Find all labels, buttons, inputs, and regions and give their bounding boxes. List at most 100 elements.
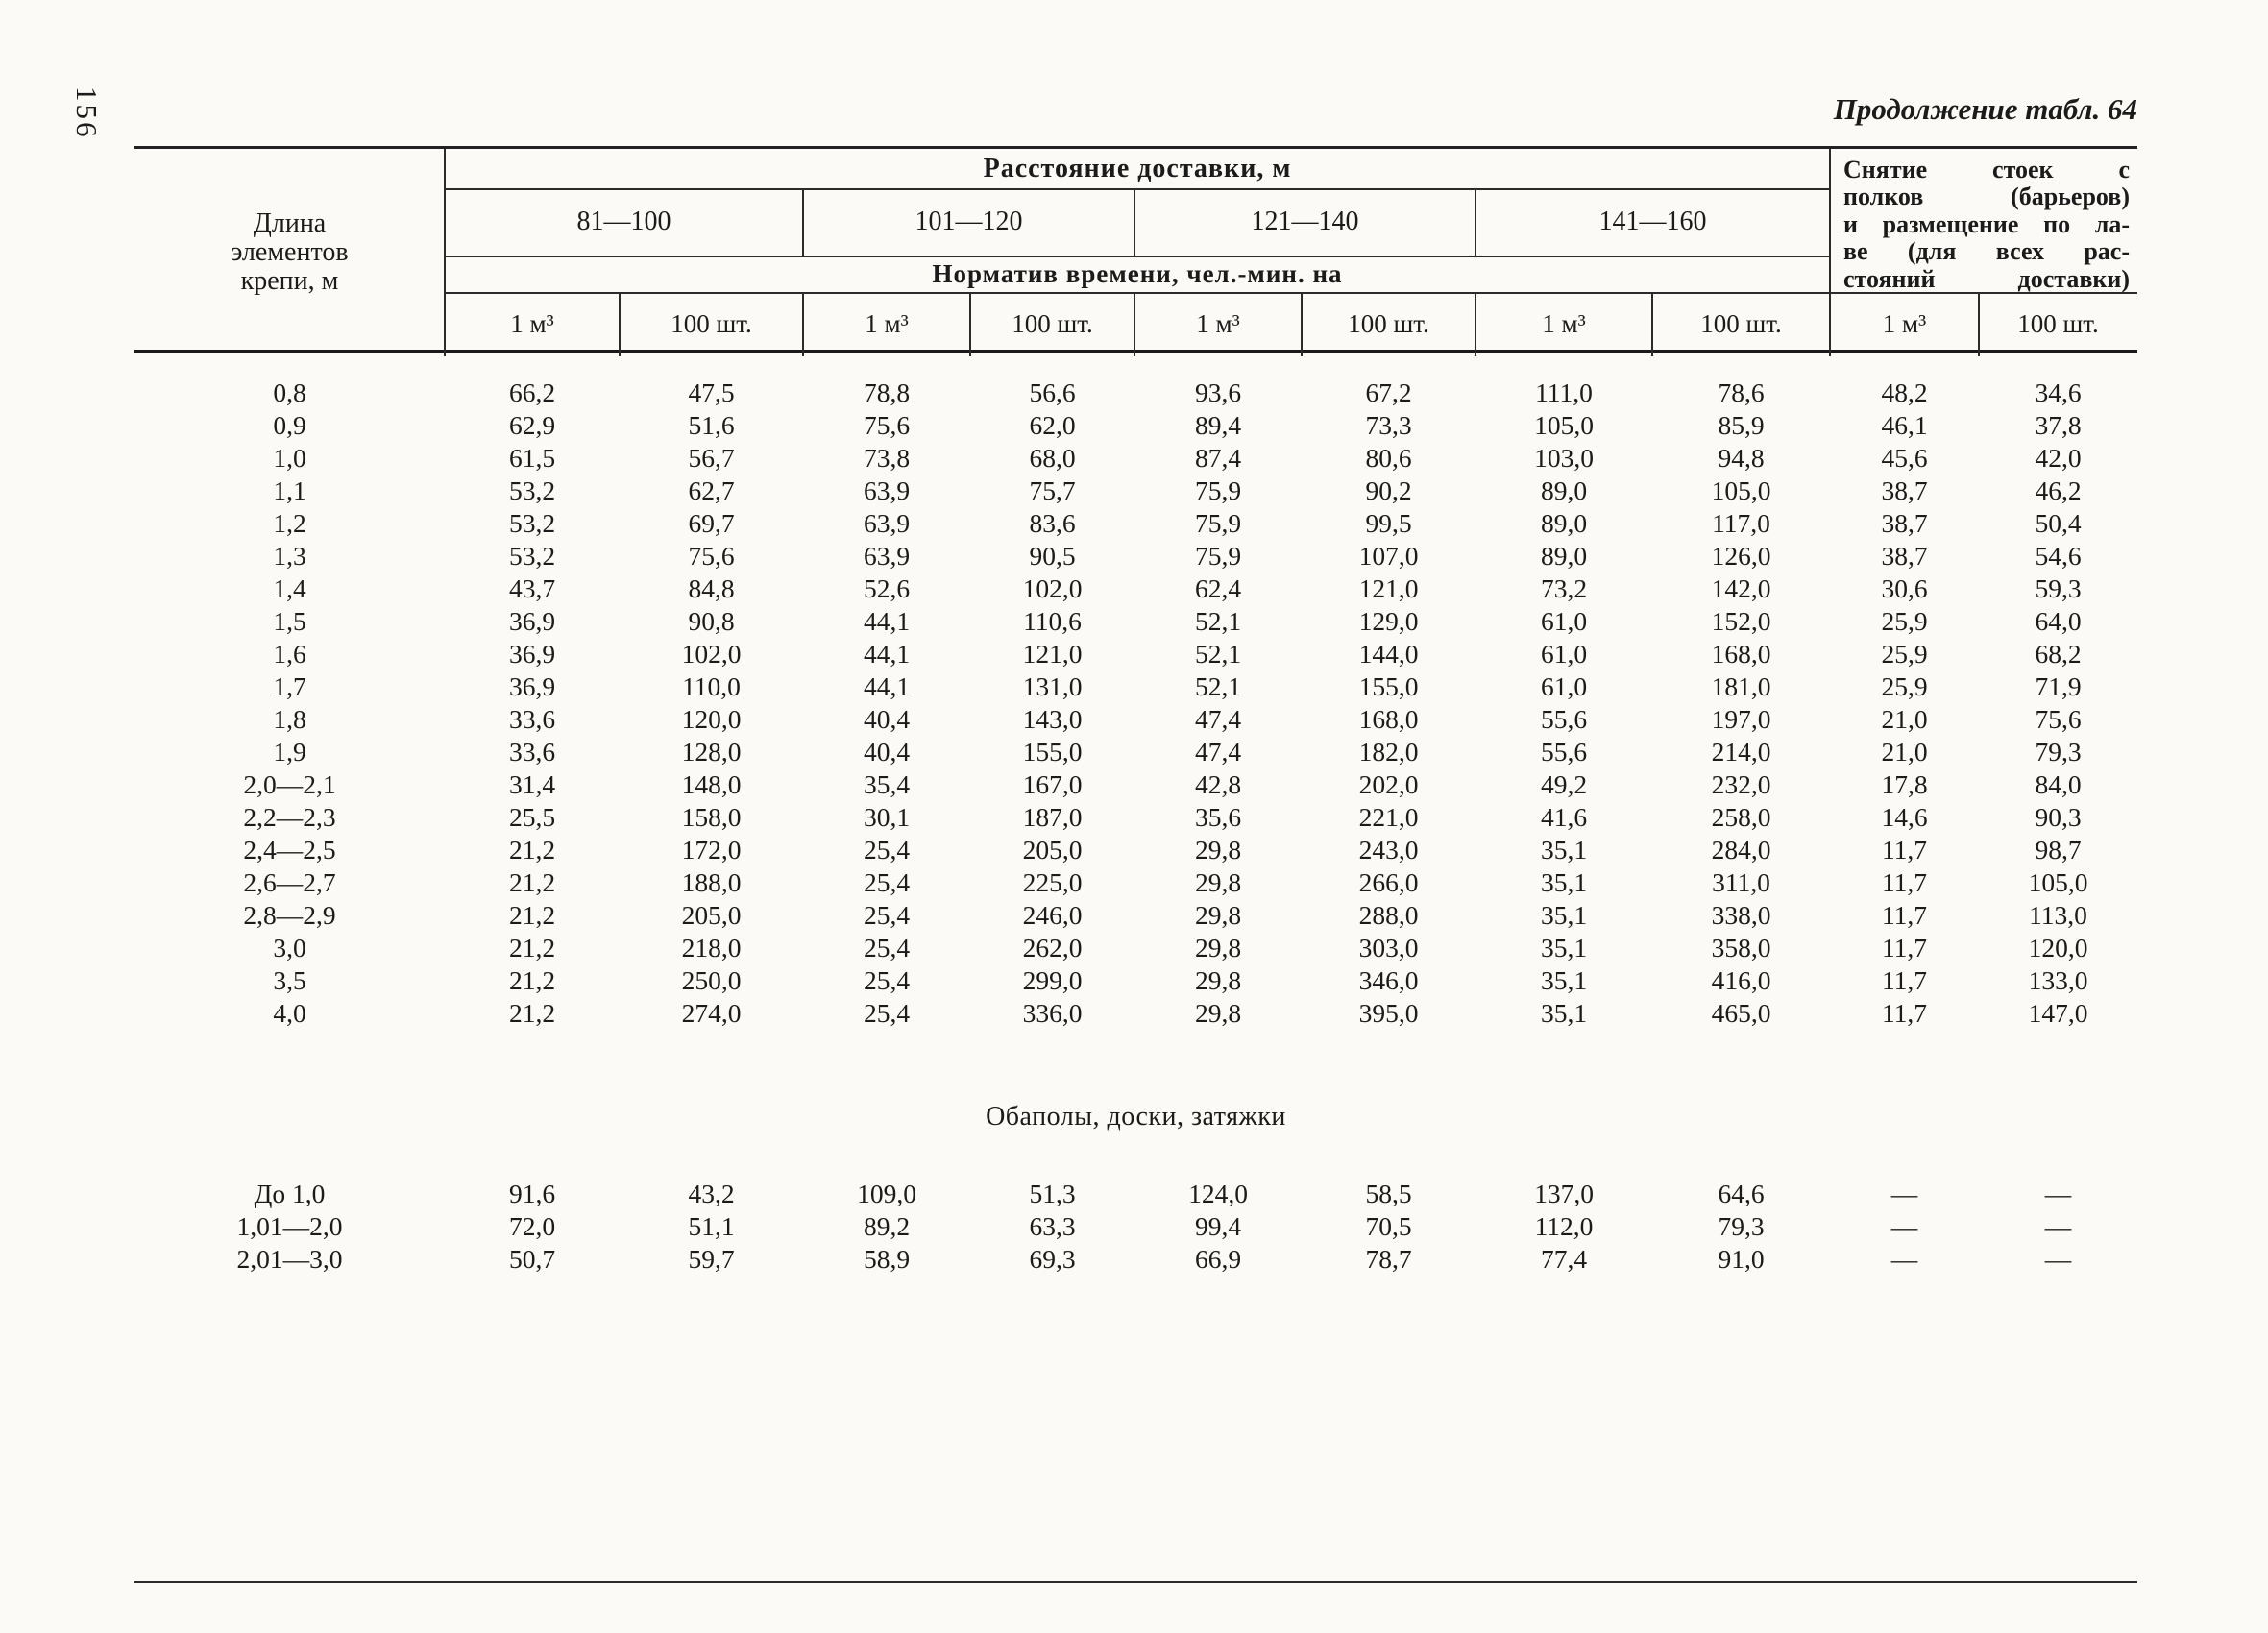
value-cell: 69,3 <box>1029 1244 1076 1274</box>
value-cell: 274,0 <box>681 998 742 1028</box>
value-cell: 34,6 <box>2035 378 2082 407</box>
value-cell: 105,0 <box>2028 867 2088 897</box>
value-cell: 91,0 <box>1718 1244 1765 1274</box>
rule-under-norm <box>445 292 1830 294</box>
table-body: 0,8 66,2 47,5 78,8 56,6 93,6 67,2 111,0 78,6 48,2… <box>134 353 2137 1276</box>
table-row: 2,4—2,5 21,2 172,0 25,4 205,0 29,8 243,0 35,1 28… <box>134 834 2137 866</box>
value-cell: 117,0 <box>1712 508 1770 538</box>
value-cell: 30,1 <box>863 802 911 832</box>
value-cell: 78,8 <box>863 378 911 407</box>
value-cell: 143,0 <box>1022 704 1083 734</box>
value-cell: 62,9 <box>508 410 556 440</box>
value-cell: 75,9 <box>1194 475 1242 505</box>
stub-header-cell: Длина элементов крепи, м <box>134 149 445 356</box>
value-cell: 133,0 <box>2028 965 2088 995</box>
value-cell: 416,0 <box>1711 965 1771 995</box>
value-cell: 79,3 <box>1718 1211 1765 1241</box>
value-cell: 54,6 <box>2035 541 2082 571</box>
value-cell: 246,0 <box>1022 900 1083 930</box>
value-cell: 172,0 <box>681 835 742 865</box>
range-header-101-120: 101—120 <box>915 207 1023 236</box>
value-cell: 46,2 <box>2035 475 2082 505</box>
row-label: 2,8—2,9 <box>243 900 336 930</box>
value-cell: 358,0 <box>1711 933 1771 963</box>
row-label: 3,5 <box>273 965 306 995</box>
value-cell: 29,8 <box>1194 867 1242 897</box>
value-cell: 89,0 <box>1540 508 1588 538</box>
row-label: 1,5 <box>273 606 306 636</box>
rule-group-separator <box>1134 292 1135 356</box>
value-cell: 109,0 <box>857 1179 916 1208</box>
value-cell: 75,6 <box>863 410 911 440</box>
row-label: 1,0 <box>273 443 306 473</box>
unit-header-pcs: 100 шт. <box>671 309 752 338</box>
value-cell: 68,0 <box>1029 443 1076 473</box>
table-row: 1,2 53,2 69,7 63,9 83,6 75,9 99,5 89,0 117,0 38,7… <box>134 507 2137 540</box>
value-cell: 144,0 <box>1358 639 1419 669</box>
value-cell: 11,7 <box>1881 835 1928 865</box>
value-cell: 29,8 <box>1194 998 1242 1028</box>
value-cell: 93,6 <box>1194 378 1242 407</box>
value-cell: 44,1 <box>863 606 911 636</box>
value-cell: — <box>2044 1179 2072 1208</box>
rule-stub-separator <box>444 149 446 356</box>
rule-unit-separator <box>1651 292 1653 356</box>
value-cell: 35,4 <box>863 769 911 799</box>
value-cell: 131,0 <box>1022 671 1083 701</box>
value-cell: 53,2 <box>508 508 556 538</box>
value-cell: 50,7 <box>508 1244 556 1274</box>
value-cell: 70,5 <box>1365 1211 1412 1241</box>
value-cell: 52,1 <box>1194 671 1242 701</box>
removal-header-line: и размещение по ла- <box>1843 209 2130 238</box>
value-cell: 77,4 <box>1540 1244 1588 1274</box>
value-cell: 25,5 <box>508 802 556 832</box>
value-cell: 67,2 <box>1365 378 1412 407</box>
value-cell: 105,0 <box>1711 475 1771 505</box>
value-cell: 25,4 <box>863 998 911 1028</box>
rule-under-distance <box>445 188 1830 190</box>
table-continuation-caption: Продолжение табл. 64 <box>1833 92 2137 126</box>
value-cell: 155,0 <box>1022 737 1083 767</box>
rule-removal-separator <box>1829 149 1831 356</box>
value-cell: 205,0 <box>1022 835 1083 865</box>
value-cell: 79,3 <box>2035 737 2082 767</box>
table-row: 0,8 66,2 47,5 78,8 56,6 93,6 67,2 111,0 78,6 48,2… <box>134 377 2137 409</box>
value-cell: 346,0 <box>1358 965 1419 995</box>
unit-header-m3: 1 м³ <box>1542 309 1586 338</box>
value-cell: 38,7 <box>1881 508 1928 538</box>
distance-header: Расстояние доставки, м <box>983 153 1292 183</box>
value-cell: 11,7 <box>1881 965 1928 995</box>
value-cell: 113,0 <box>2029 900 2087 930</box>
value-cell: — <box>1890 1244 1918 1274</box>
value-cell: 90,5 <box>1029 541 1076 571</box>
value-cell: 105,0 <box>1534 410 1594 440</box>
value-cell: 35,1 <box>1540 835 1588 865</box>
range-header-81-100: 81—100 <box>576 207 671 236</box>
value-cell: 168,0 <box>1358 704 1419 734</box>
table-row: 2,01—3,0 50,7 59,7 58,9 69,3 66,9 78,7 77,4 91,0… <box>134 1243 2137 1276</box>
value-cell: 63,9 <box>863 508 911 538</box>
value-cell: 33,6 <box>508 737 556 767</box>
value-cell: 36,9 <box>508 639 556 669</box>
table-row: 2,6—2,7 21,2 188,0 25,4 225,0 29,8 266,0 35,1 31… <box>134 866 2137 899</box>
value-cell: 107,0 <box>1358 541 1419 571</box>
unit-header-pcs: 100 шт. <box>2017 309 2099 338</box>
value-cell: 75,6 <box>688 541 735 571</box>
value-cell: 75,9 <box>1194 508 1242 538</box>
table-row: 1,0 61,5 56,7 73,8 68,0 87,4 80,6 103,0 94,8 45,6… <box>134 442 2137 475</box>
value-cell: 110,6 <box>1023 606 1082 636</box>
value-cell: 111,0 <box>1535 378 1593 407</box>
value-cell: 35,1 <box>1540 933 1588 963</box>
table-header: Длина элементов крепи, м Расстояние дост… <box>134 146 2137 356</box>
value-cell: 21,2 <box>508 965 556 995</box>
removal-header-line: полков (барьеров) <box>1843 183 2130 211</box>
removal-header-line: Снятие стоек с <box>1843 156 2130 183</box>
value-cell: 41,6 <box>1540 802 1588 832</box>
rule-unit-separator <box>969 292 971 356</box>
value-cell: 61,5 <box>508 443 556 473</box>
value-cell: 51,6 <box>688 410 735 440</box>
value-cell: 121,0 <box>1358 573 1419 603</box>
value-cell: 232,0 <box>1711 769 1771 799</box>
table-row: 1,8 33,6 120,0 40,4 143,0 47,4 168,0 55,6 197,0 2… <box>134 703 2137 736</box>
